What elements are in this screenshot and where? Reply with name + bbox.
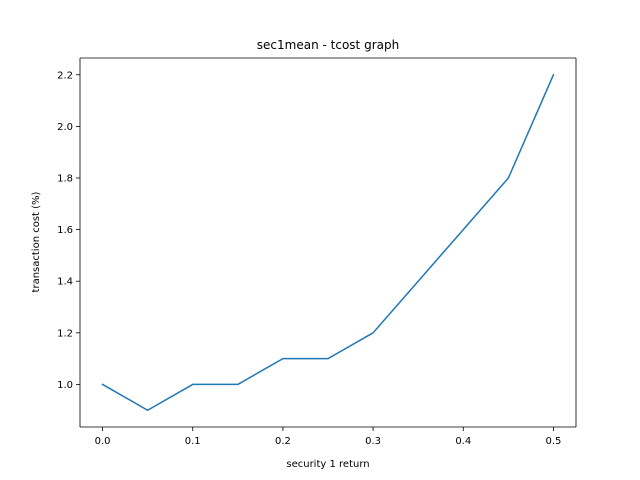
- series-line-0: [101, 73, 555, 411]
- chart-title: sec1mean - tcost graph: [257, 38, 399, 52]
- x-tick-label: 0.3: [365, 436, 381, 447]
- x-tick-label: 0.2: [275, 436, 291, 447]
- y-tick-label: 1.8: [57, 173, 73, 184]
- plot-area: 0.0 0.1 0.2 0.3 0.4 0.5 1.0 1.2 1.4 1.6 1.8 2.0 2.2: [57, 57, 577, 447]
- y-tick-label: 1.4: [57, 277, 73, 288]
- y-axis-label: transaction cost (%): [31, 191, 42, 292]
- x-tick-label: 0.5: [546, 436, 562, 447]
- y-tick-label: 1.6: [57, 225, 73, 236]
- y-tick-label: 2.2: [57, 70, 73, 81]
- y-tick-label: 1.0: [57, 380, 73, 391]
- x-tick-label: 0.4: [455, 436, 471, 447]
- x-axis-label: security 1 return: [286, 459, 369, 470]
- x-tick-label: 0.1: [185, 436, 201, 447]
- x-tick-label: 0.0: [95, 436, 111, 447]
- y-tick-label: 1.2: [57, 328, 73, 339]
- y-tick-label: 2.0: [57, 122, 73, 133]
